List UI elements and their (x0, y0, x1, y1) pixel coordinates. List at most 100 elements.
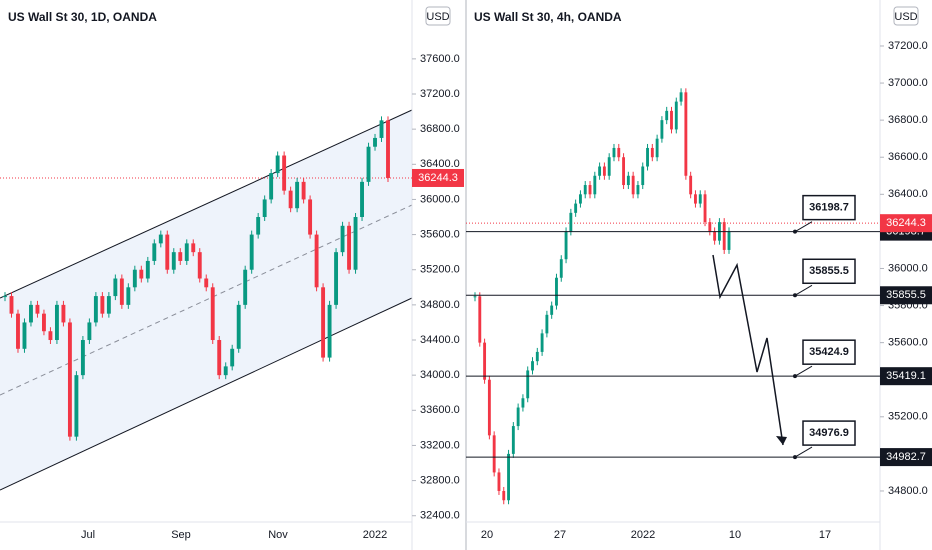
callout-text: 36198.7 (809, 202, 849, 214)
y-tick-label: 37600.0 (420, 53, 460, 65)
callout-box (802, 194, 856, 221)
candle (622, 157, 626, 186)
candle (87, 322, 92, 341)
candle (535, 351, 539, 362)
candle (487, 379, 491, 436)
candle (42, 313, 46, 332)
candle (569, 212, 573, 232)
y-tick-label: 35600.0 (888, 337, 928, 349)
x-tick-label: 17 (819, 529, 831, 541)
candle (191, 243, 196, 253)
candle (507, 453, 510, 501)
y-tick-label: 34000.0 (420, 369, 460, 381)
candle (684, 92, 688, 176)
candle (54, 304, 59, 341)
y-tick-label: 32400.0 (420, 510, 460, 522)
candle (722, 222, 726, 250)
callout-text: 35855.5 (809, 265, 849, 277)
candle (80, 340, 85, 376)
candle (550, 305, 554, 315)
candle (29, 304, 33, 323)
y-tick-label: 37200.0 (420, 88, 460, 100)
candle (184, 243, 189, 261)
candle (674, 101, 678, 130)
currency-badge (893, 6, 919, 26)
y-tick-label: 36600.0 (888, 151, 928, 163)
candle (526, 370, 530, 399)
candle (636, 185, 640, 195)
candle (262, 199, 267, 218)
candle (152, 243, 157, 261)
callout-box (802, 258, 856, 285)
candle (100, 296, 105, 314)
candle (478, 296, 482, 343)
candle (679, 92, 683, 102)
candle (373, 137, 377, 147)
candle (607, 157, 611, 176)
x-tick-label: 2022 (631, 529, 655, 541)
candle (521, 398, 525, 408)
candle (106, 296, 111, 314)
candle (588, 185, 592, 195)
x-tick-label: Nov (268, 529, 288, 541)
candle (646, 147, 649, 167)
y-tick-label: 36800.0 (888, 114, 928, 126)
candle (204, 278, 209, 288)
candle (67, 322, 72, 437)
channel-bottom (0, 297, 413, 491)
y-tick-label: 36400.0 (420, 158, 460, 170)
candle (593, 175, 597, 195)
candle (727, 231, 731, 250)
candle (132, 269, 137, 288)
candle (249, 234, 254, 270)
candle (598, 166, 602, 176)
candle (583, 185, 587, 195)
chart-title: US Wall St 30, 4h, OANDA (474, 10, 622, 24)
y-tick-label: 34800.0 (888, 485, 928, 497)
candle (288, 190, 293, 209)
candle (698, 194, 702, 204)
chart-title: US Wall St 30, 1D, OANDA (8, 10, 157, 24)
candle (217, 340, 222, 376)
candle (230, 348, 235, 367)
candle (694, 194, 697, 204)
currency-badge (425, 6, 451, 26)
x-tick-label: 2022 (363, 529, 387, 541)
candle (347, 225, 351, 270)
candle (650, 147, 654, 158)
candle (665, 110, 669, 121)
callout-pointer (794, 221, 813, 233)
candle (243, 269, 248, 305)
candle (93, 296, 98, 323)
candle (655, 138, 659, 158)
candle (16, 313, 20, 349)
candle (670, 110, 673, 130)
candle (703, 194, 707, 223)
candle (35, 304, 40, 314)
y-tick-label: 34800.0 (420, 299, 460, 311)
candle (708, 222, 712, 232)
callout-pointer (794, 284, 813, 296)
candle (223, 366, 228, 376)
projection-arrow (712, 254, 784, 446)
currency: USD (894, 11, 917, 23)
candle (545, 314, 549, 334)
x-tick-label: 10 (729, 529, 741, 541)
y-tick-label: 36000.0 (420, 193, 460, 205)
candle (492, 435, 496, 473)
y-tick-label: 37200.0 (888, 40, 928, 52)
callout-box (802, 420, 856, 446)
candle (626, 175, 630, 186)
candle (295, 181, 300, 209)
candle (74, 375, 79, 437)
candle (516, 407, 520, 427)
candle (178, 252, 183, 261)
candle (165, 234, 170, 270)
candle (574, 203, 578, 213)
candle (256, 217, 261, 235)
candle (366, 146, 371, 182)
candle (555, 277, 558, 306)
candle (145, 260, 150, 279)
y-tick-label: 33600.0 (420, 404, 460, 416)
candle (126, 287, 131, 305)
